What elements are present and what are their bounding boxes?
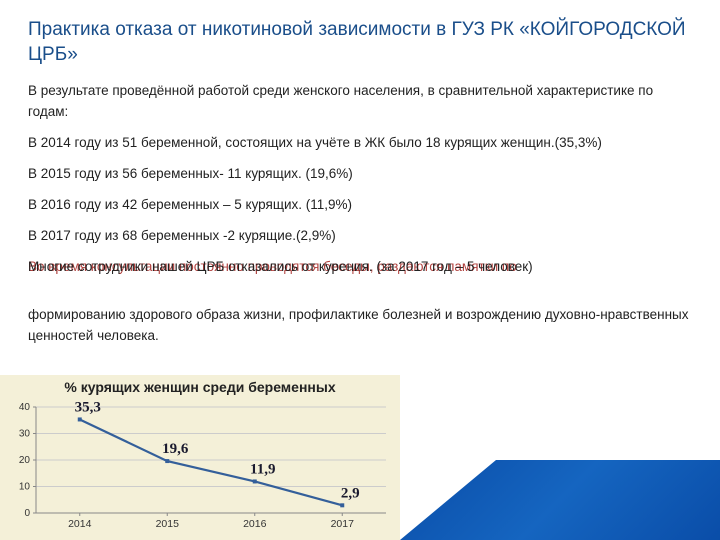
slide-content: Практика отказа от никотиновой зависимос… [0, 0, 720, 347]
overlapping-text-block: Во время консультации постоянно проводят… [28, 257, 692, 299]
svg-text:20: 20 [19, 455, 31, 466]
svg-text:2017: 2017 [331, 518, 355, 530]
svg-text:2,9: 2,9 [341, 485, 360, 501]
svg-text:19,6: 19,6 [162, 441, 189, 457]
svg-text:0: 0 [24, 508, 30, 519]
paragraph-closing: формированию здорового образа жизни, про… [28, 305, 692, 347]
paragraph-intro: В результате проведённой работой среди ж… [28, 81, 692, 123]
chart-svg: 0 10 20 30 40 2014 2015 2016 2017 35,3 19,6 11,9 2,9 [0, 395, 400, 535]
svg-text:2016: 2016 [243, 518, 267, 530]
svg-text:2014: 2014 [68, 518, 92, 530]
svg-text:10: 10 [19, 482, 31, 493]
slide-title: Практика отказа от никотиновой зависимос… [28, 18, 692, 67]
chart-title: % курящих женщин среди беременных [0, 375, 400, 395]
overlap-line-black: Многие сотрудники нашей ЦРБ отказались о… [28, 257, 692, 278]
svg-text:40: 40 [19, 402, 31, 413]
svg-text:35,3: 35,3 [75, 399, 101, 415]
paragraph-2017: В 2017 году из 68 беременных -2 курящие.… [28, 226, 692, 247]
paragraph-2015: В 2015 году из 56 беременных- 11 курящих… [28, 164, 692, 185]
svg-text:30: 30 [19, 429, 31, 440]
decorative-ribbon [400, 460, 720, 540]
paragraph-2014: В 2014 году из 51 беременной, состоящих … [28, 133, 692, 154]
paragraph-2016: В 2016 году из 42 беременных – 5 курящих… [28, 195, 692, 216]
svg-text:11,9: 11,9 [250, 461, 275, 477]
line-chart: % курящих женщин среди беременных 0 10 20 3… [0, 375, 400, 540]
svg-text:2015: 2015 [156, 518, 180, 530]
